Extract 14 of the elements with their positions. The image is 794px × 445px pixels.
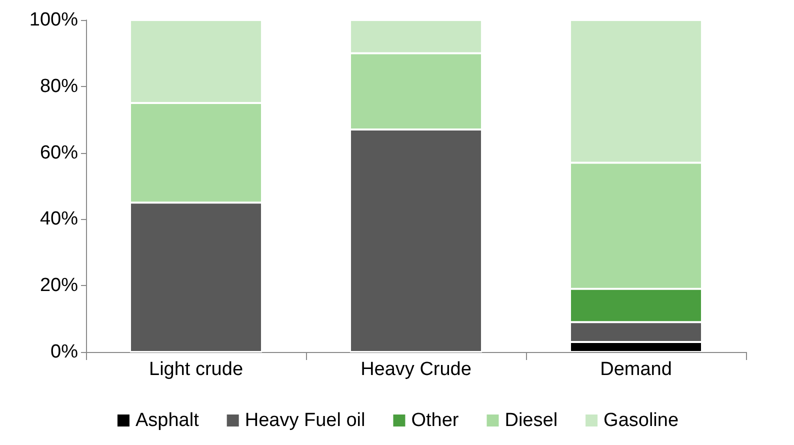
legend-label: Diesel xyxy=(504,410,558,431)
y-tick-label: 80% xyxy=(40,76,78,97)
y-tick-label: 100% xyxy=(29,10,78,30)
y-tick-label: 60% xyxy=(40,142,78,164)
legend-label: Other xyxy=(411,410,460,431)
y-tick-label: 40% xyxy=(40,208,78,230)
x-tick-label: Demand xyxy=(600,359,672,380)
y-tick-label: 20% xyxy=(40,275,78,296)
x-tick-label: Light crude xyxy=(148,359,244,380)
legend-label: Heavy Fuel oil xyxy=(244,410,366,431)
x-tick-label: Heavy Crude xyxy=(360,359,472,380)
legend-label: Asphalt xyxy=(135,410,200,431)
y-tick-label: 0% xyxy=(50,342,78,362)
legend-label: Gasoline xyxy=(604,410,679,431)
